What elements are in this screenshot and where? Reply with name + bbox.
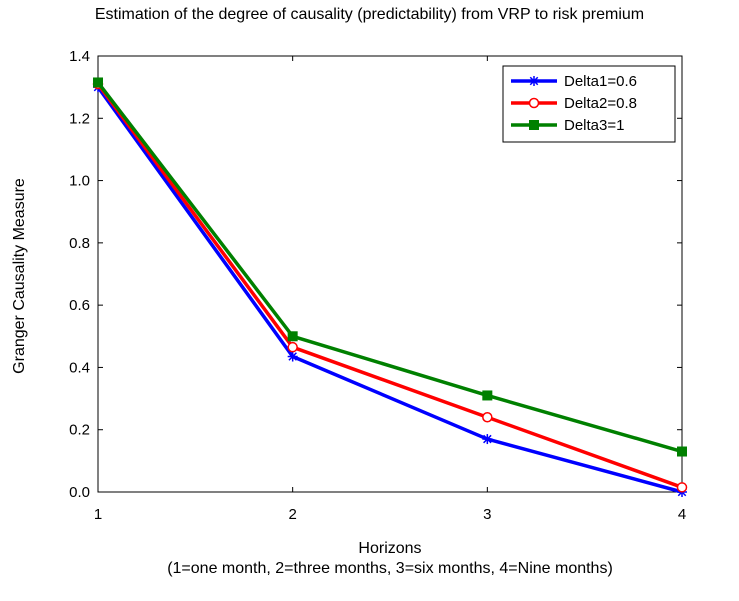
y-tick-label: 0.2	[69, 422, 90, 439]
data-point-series-2	[482, 412, 493, 423]
x-tick-label: 3	[483, 506, 491, 523]
y-tick-label: 1.4	[69, 48, 90, 65]
data-point-series-3	[677, 446, 687, 457]
data-point-series-1	[287, 351, 298, 362]
series-line-3	[96, 81, 683, 454]
data-point-series-1	[482, 434, 493, 445]
legend-marker-2	[528, 97, 540, 109]
legend-label: Delta2=0.8	[564, 95, 637, 112]
y-tick-label: 0.0	[69, 484, 90, 501]
y-tick-label: 0.4	[69, 359, 90, 376]
legend-label: Delta3=1	[564, 117, 624, 134]
legend-marker-1	[529, 76, 539, 86]
x-axis-note: (1=one month, 2=three months, 3=six mont…	[167, 560, 613, 577]
y-tick-label: 1.0	[69, 173, 90, 190]
data-point-series-3	[93, 77, 103, 88]
y-tick-label: 1.2	[69, 110, 90, 127]
plot-frame	[97, 55, 683, 493]
x-axis-label-block: Horizons (1=one month, 2=three months, 3…	[98, 539, 682, 579]
legend-marker-3	[529, 120, 539, 130]
chart-title: Estimation of the degree of causality (p…	[94, 6, 645, 23]
y-tick-label: 0.8	[69, 235, 90, 252]
legend-label: Delta1=0.6	[564, 73, 637, 90]
y-tick-label: 0.6	[69, 297, 90, 314]
data-point-series-3	[287, 331, 298, 342]
x-tick-label: 1	[94, 506, 102, 523]
x-tick-label: 2	[288, 506, 296, 523]
series-line-1	[96, 86, 683, 494]
data-point-series-2	[287, 341, 298, 353]
x-axis-label: Horizons	[358, 540, 422, 557]
x-tick-label: 4	[678, 506, 686, 523]
data-point-series-2	[676, 482, 688, 493]
y-axis-label: Granger Causality Measure	[11, 178, 28, 374]
data-point-series-3	[482, 390, 493, 401]
series-line-2	[96, 82, 683, 489]
